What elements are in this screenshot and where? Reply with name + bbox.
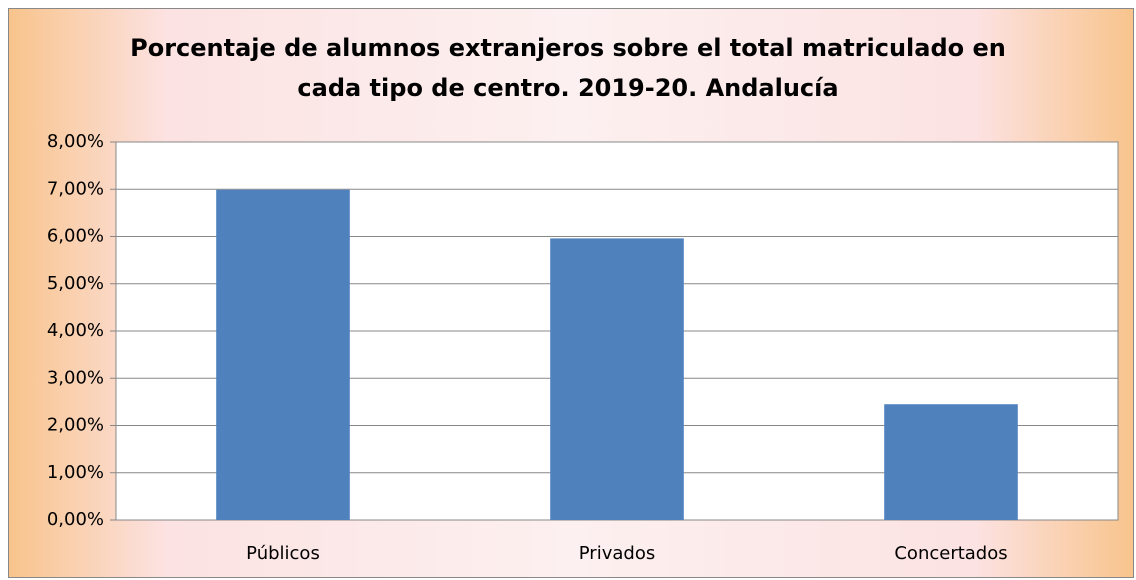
chart-title: Porcentaje de alumnos extranjeros sobre … xyxy=(130,34,1006,102)
y-tick-label: 7,00% xyxy=(47,178,104,199)
y-tick-label: 2,00% xyxy=(47,415,104,436)
y-tick-label: 3,00% xyxy=(47,367,104,388)
x-tick-label: Privados xyxy=(579,543,655,564)
y-tick-label: 1,00% xyxy=(47,462,104,483)
bar xyxy=(216,189,350,520)
y-tick-label: 4,00% xyxy=(47,320,104,341)
x-tick-label: Públicos xyxy=(246,543,320,564)
x-tick-label: Concertados xyxy=(894,543,1007,564)
y-tick-label: 5,00% xyxy=(47,273,104,294)
y-tick-label: 6,00% xyxy=(47,226,104,247)
bar xyxy=(550,238,684,520)
bar xyxy=(884,404,1018,520)
y-tick-label: 8,00% xyxy=(47,131,104,152)
y-tick-label: 0,00% xyxy=(47,509,104,530)
